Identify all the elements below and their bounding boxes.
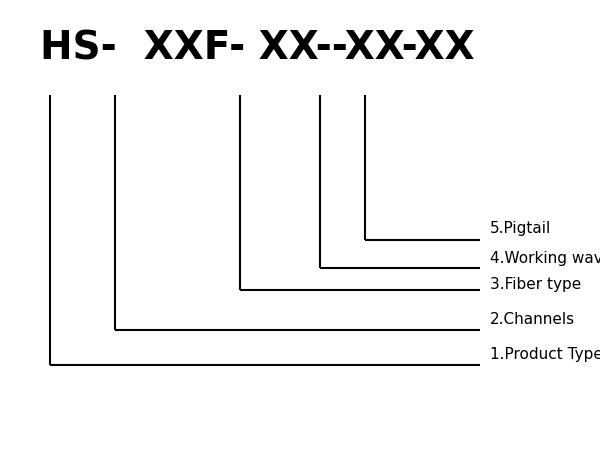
Text: 3.Fiber type: 3.Fiber type	[490, 276, 581, 292]
Text: HS-  XXF- XX--XX-XX: HS- XXF- XX--XX-XX	[40, 30, 475, 68]
Text: 1.Product Type: 1.Product Type	[490, 347, 600, 363]
Text: 5.Pigtail: 5.Pigtail	[490, 220, 551, 235]
Text: 4.Working wavelength: 4.Working wavelength	[490, 251, 600, 266]
Text: 2.Channels: 2.Channels	[490, 312, 575, 328]
